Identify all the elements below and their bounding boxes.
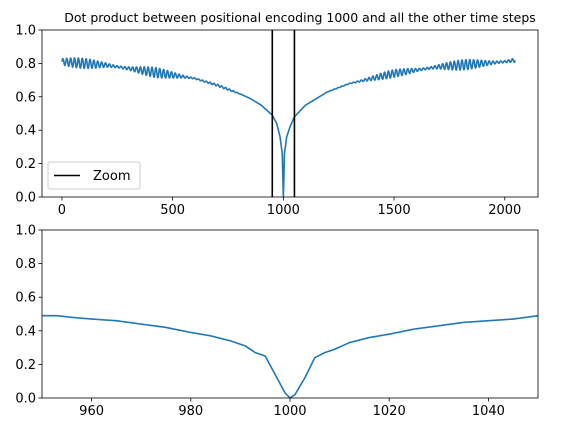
top-axes-frame — [41, 29, 539, 198]
top-ytick-label: 0.8 — [15, 57, 36, 72]
bottom-xtick-label: 1020 — [373, 404, 406, 419]
bottom-ytick-label: 0.8 — [15, 257, 36, 272]
top-ytick-label: 1.0 — [15, 24, 36, 39]
bottom-ytick-label: 0.0 — [15, 392, 36, 407]
top-series-line — [61, 57, 516, 197]
top-ytick-label: 0.4 — [15, 124, 36, 139]
bottom-xtick-label: 980 — [178, 404, 203, 419]
bottom-ytick-label: 1.0 — [15, 224, 36, 239]
bottom-xtick-label: 1000 — [273, 404, 306, 419]
bottom-ytick-label: 0.6 — [15, 291, 36, 306]
top-plot-area — [61, 30, 516, 197]
top-xtick-label: 1000 — [267, 203, 300, 218]
legend: Zoom — [47, 161, 141, 190]
top-ytick-label: 0.0 — [15, 191, 36, 206]
bottom-axes-frame — [41, 229, 539, 399]
top-axis-ticks: 0 500 1000 1500 2000 0.0 0.2 0.4 0.6 0.8 1.0 — [15, 24, 521, 219]
bottom-axis-ticks: 960 980 1000 1020 1040 0.0 0.2 0.4 0.6 0.8 1.0 — [15, 224, 505, 420]
top-ytick-label: 0.6 — [15, 90, 36, 105]
top-xtick-label: 0 — [58, 203, 66, 218]
bottom-ytick-label: 0.4 — [15, 324, 36, 339]
bottom-series-line — [42, 314, 538, 398]
bottom-xtick-label: 960 — [79, 404, 104, 419]
top-xtick-label: 1500 — [378, 203, 411, 218]
bottom-chart: 960 980 1000 1020 1040 0.0 0.2 0.4 0.6 0.8 1.0 — [15, 224, 539, 420]
top-xtick-label: 500 — [160, 203, 185, 218]
bottom-xtick-label: 1040 — [472, 404, 505, 419]
legend-box — [47, 161, 141, 190]
chart-title: Dot product between positional encoding … — [64, 10, 536, 25]
bottom-plot-area — [42, 314, 538, 398]
top-chart: Dot product between positional encoding … — [15, 10, 539, 219]
top-xtick-label: 2000 — [488, 203, 521, 218]
top-ytick-label: 0.2 — [15, 157, 36, 172]
bottom-ytick-label: 0.2 — [15, 358, 36, 373]
legend-label-zoom: Zoom — [93, 169, 130, 184]
